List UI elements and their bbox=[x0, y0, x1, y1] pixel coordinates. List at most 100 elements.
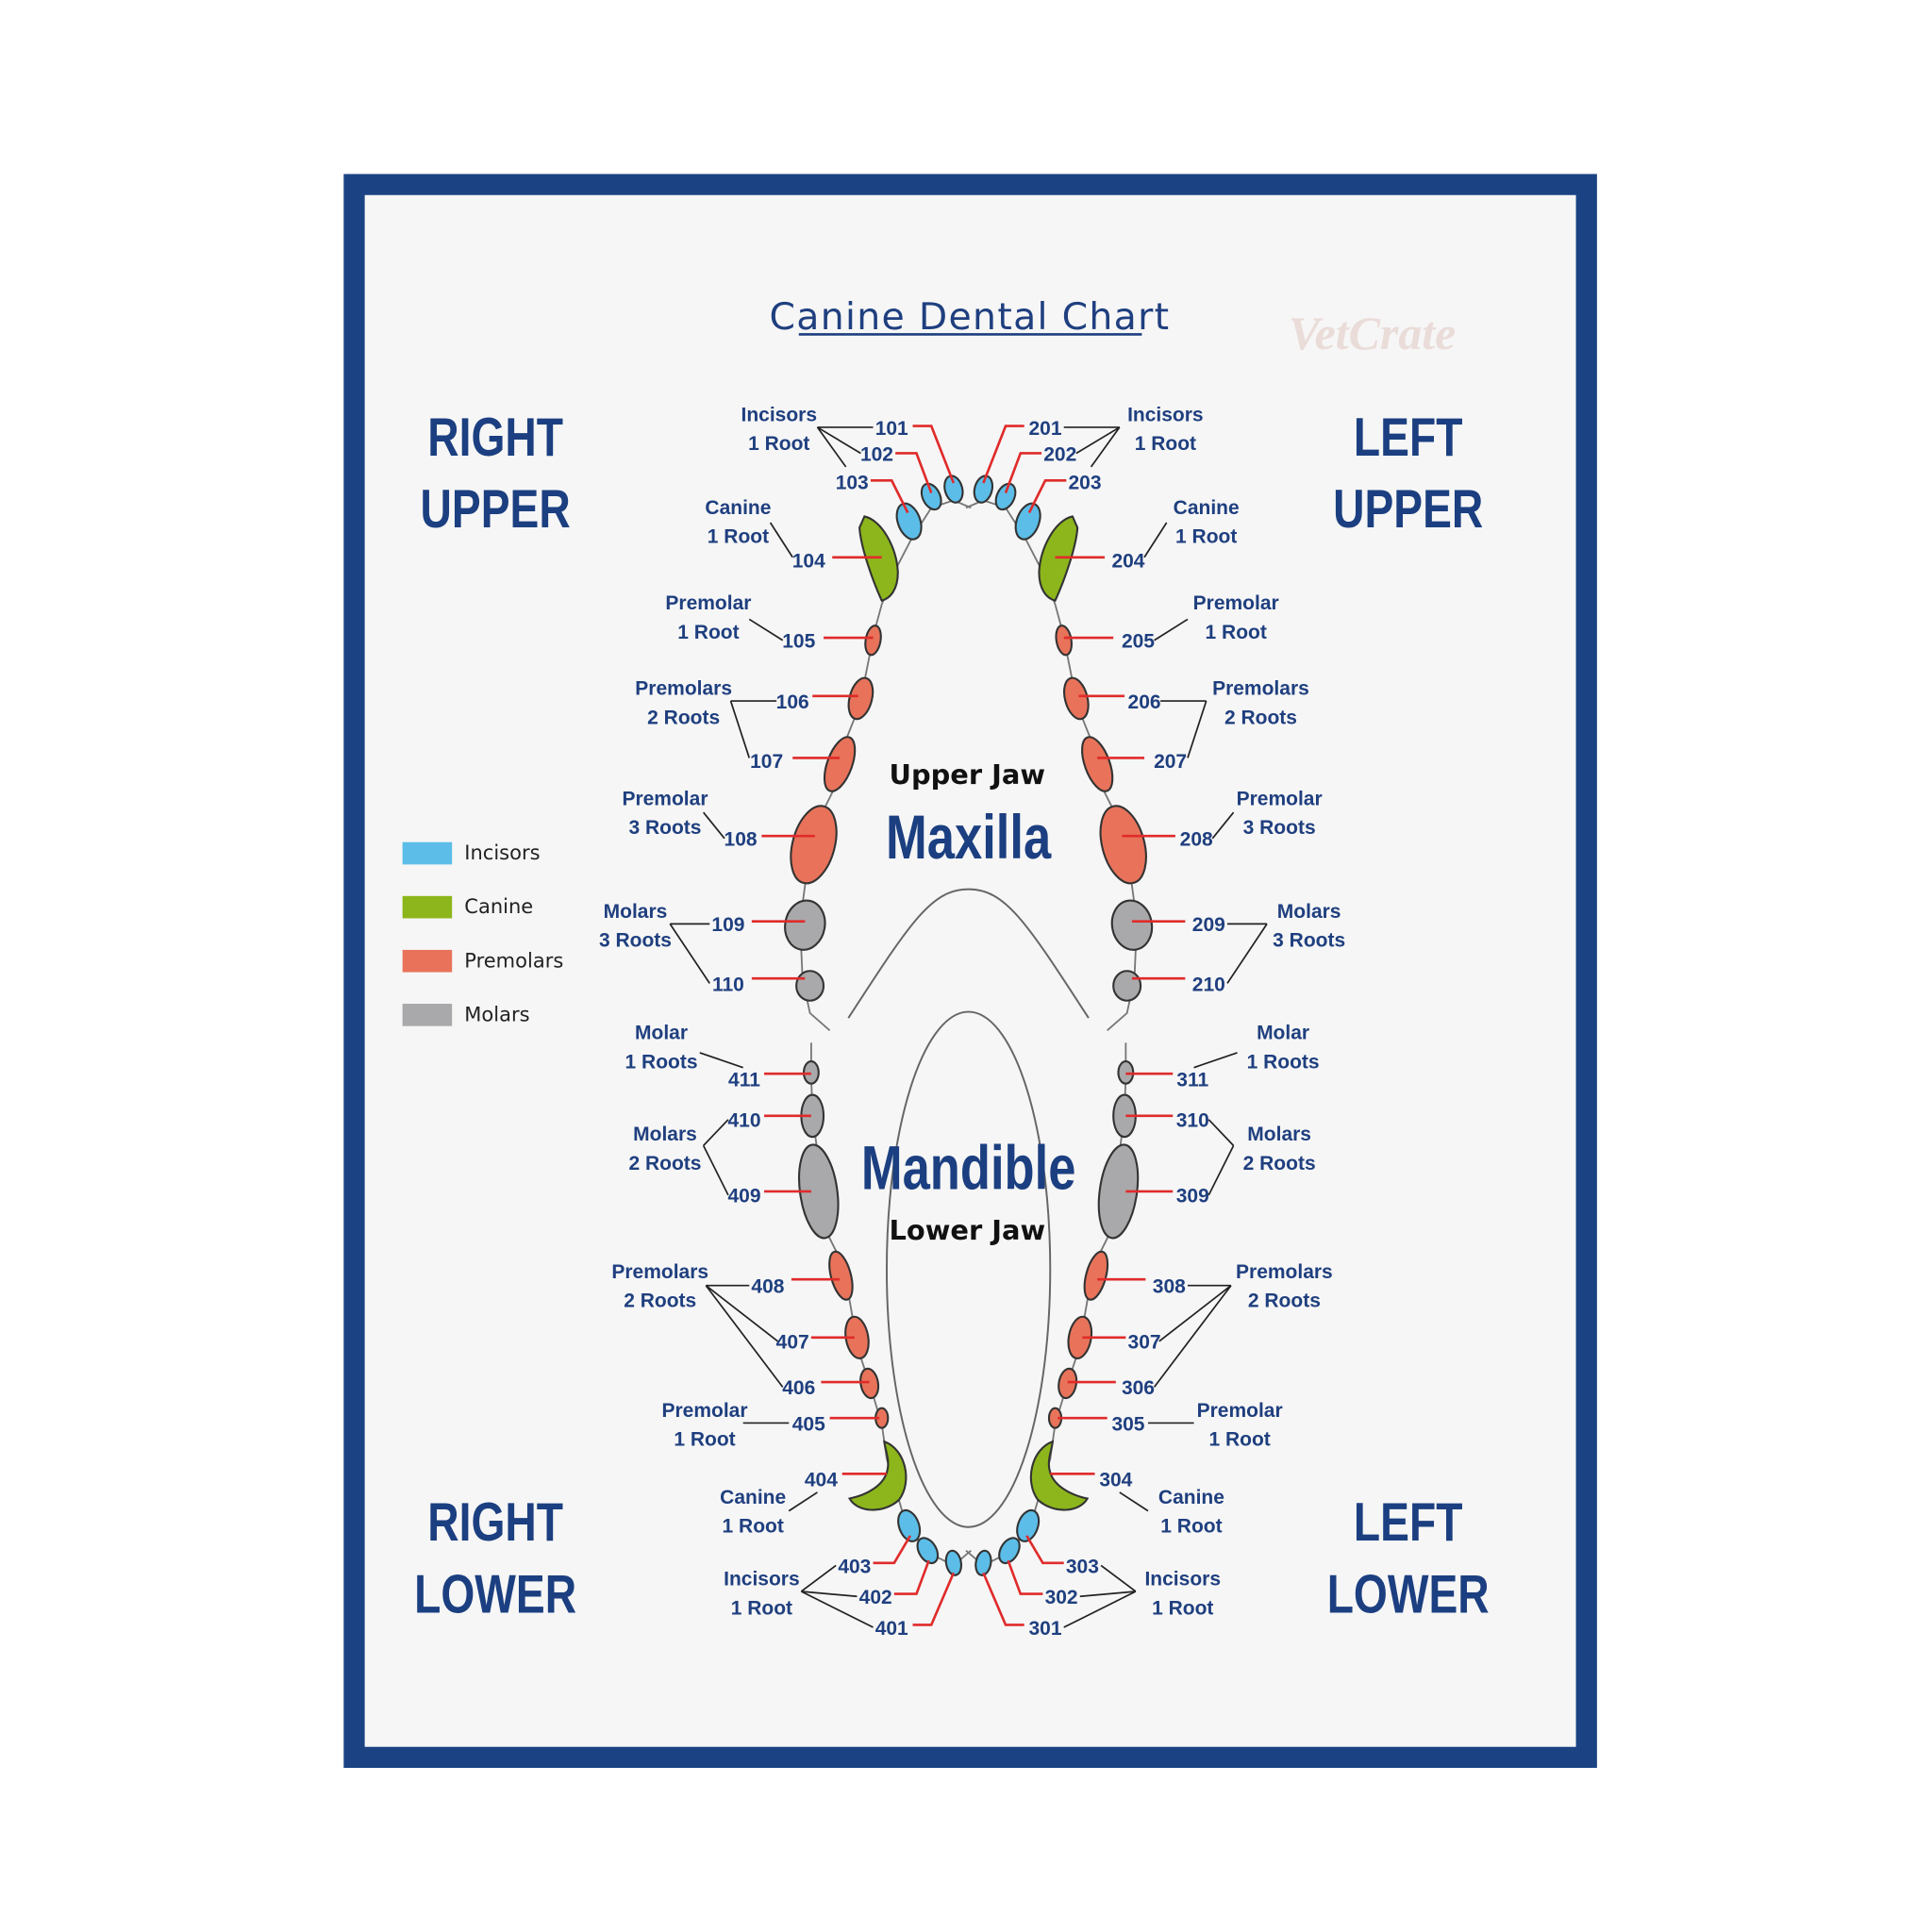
group-leaders bbox=[1154, 618, 1189, 641]
group-label-lower-right: Molars 2 Roots bbox=[628, 1119, 729, 1196]
group-label-line: 2 Roots bbox=[624, 1291, 696, 1312]
group-leaders bbox=[748, 618, 784, 641]
tooth-shape-group bbox=[895, 452, 942, 511]
group-label-upper-left: Incisors 1 Root bbox=[1063, 404, 1204, 468]
tooth-number: 405 bbox=[792, 1413, 825, 1435]
tooth-304: 304 bbox=[1029, 1440, 1133, 1511]
legend-swatch-canine bbox=[402, 895, 453, 919]
upper-jaw-label: Upper Jaw bbox=[890, 758, 1046, 791]
group-label-lower-left: Incisors 1 Root bbox=[1063, 1564, 1221, 1628]
group-label-line: Premolar bbox=[665, 592, 751, 614]
leader-line bbox=[1208, 1119, 1235, 1146]
tooth-104: 104 bbox=[792, 515, 899, 602]
tooth-shape-group bbox=[973, 425, 1024, 504]
tooth-408: 408 bbox=[751, 1250, 854, 1301]
tooth-shape-group bbox=[1062, 676, 1125, 721]
leader-line bbox=[1100, 1564, 1137, 1592]
leader-line bbox=[982, 1572, 1024, 1626]
leader-line bbox=[1027, 479, 1067, 514]
group-label-upper-right: Premolar 3 Roots bbox=[622, 788, 725, 840]
tooth-number: 110 bbox=[712, 974, 744, 995]
group-leaders bbox=[705, 1284, 784, 1388]
group-label-line: 1 Root bbox=[748, 433, 809, 455]
tooth-109: 109 bbox=[711, 899, 826, 951]
tooth-number: 401 bbox=[875, 1618, 908, 1640]
tooth-number: 411 bbox=[728, 1069, 760, 1091]
tooth-307: 307 bbox=[1067, 1315, 1161, 1359]
leader-line bbox=[705, 1285, 784, 1388]
group-label-lower-left: Premolars 2 Roots bbox=[1153, 1261, 1333, 1388]
group-leaders bbox=[1193, 1052, 1238, 1069]
quadrant-label-line: UPPER bbox=[421, 479, 571, 540]
tooth-208: 208 bbox=[1099, 805, 1213, 885]
leader-line bbox=[1154, 618, 1189, 641]
tooth-number: 311 bbox=[1176, 1069, 1208, 1091]
quadrant-label-line: UPPER bbox=[1333, 479, 1483, 540]
quadrant-label-line: LEFT bbox=[1354, 408, 1463, 468]
tooth-shape-group bbox=[873, 1508, 922, 1565]
group-label-line: 3 Roots bbox=[628, 817, 701, 839]
tooth-number: 205 bbox=[1122, 631, 1155, 653]
quadrant-label-line: RIGHT bbox=[427, 1492, 563, 1553]
quadrant-right-upper: RIGHT UPPER bbox=[421, 408, 571, 540]
group-label-line: Incisors bbox=[1144, 1568, 1221, 1590]
group-label-line: Premolar bbox=[661, 1400, 747, 1422]
group-label-upper-left: Premolars 2 Roots bbox=[1160, 677, 1309, 758]
leader-line bbox=[748, 618, 784, 641]
tooth-201: 201 bbox=[973, 418, 1062, 504]
teeth: 101 102 103 104 105 106 107 108 109 110 201 202 203 2… bbox=[711, 418, 1224, 1640]
group-label-line: 1 Root bbox=[674, 1429, 735, 1451]
tooth-number: 406 bbox=[782, 1377, 815, 1399]
group-leaders bbox=[1143, 522, 1168, 558]
leader-line bbox=[1025, 1535, 1064, 1565]
tooth-number: 206 bbox=[1128, 691, 1161, 713]
tooth-108: 108 bbox=[724, 805, 838, 885]
leader-line bbox=[669, 923, 710, 984]
tooth-shape-group bbox=[791, 1250, 854, 1301]
tooth-number: 307 bbox=[1128, 1332, 1161, 1354]
tooth-number: 306 bbox=[1122, 1377, 1155, 1399]
group-label-upper-left: Canine 1 Root bbox=[1143, 497, 1240, 558]
group-label-line: 1 Root bbox=[1135, 433, 1196, 455]
group-leaders bbox=[1211, 811, 1235, 840]
group-leaders bbox=[1153, 1284, 1232, 1388]
group-label-line: 3 Roots bbox=[1243, 817, 1316, 839]
tooth-309: 309 bbox=[1097, 1143, 1209, 1240]
palate-curve bbox=[847, 888, 1090, 1019]
group-label-lower-right: Molar 1 Roots bbox=[625, 1022, 743, 1073]
quadrant-left-upper: LEFT UPPER bbox=[1333, 408, 1483, 540]
premolars-tooth-shape bbox=[1067, 1315, 1093, 1359]
incisors-tooth-shape bbox=[897, 1508, 922, 1542]
incisors-tooth-shape bbox=[1016, 1508, 1041, 1542]
leader-line bbox=[699, 1052, 743, 1069]
chart-title: Canine Dental Chart bbox=[769, 295, 1170, 339]
tooth-shape-group bbox=[998, 1537, 1043, 1595]
molars-tooth-shape bbox=[795, 970, 825, 1002]
group-label-line: 1 Roots bbox=[625, 1051, 698, 1073]
leader-line bbox=[1158, 1285, 1232, 1342]
group-leaders bbox=[1063, 1564, 1137, 1628]
group-label-line: 1 Root bbox=[1208, 1429, 1270, 1451]
tooth-210: 210 bbox=[1112, 970, 1225, 1002]
premolars-tooth-shape bbox=[790, 805, 838, 885]
lower-jaw-label: Lower Jaw bbox=[889, 1214, 1045, 1246]
group-label-lower-right: Incisors 1 Root bbox=[724, 1564, 874, 1628]
quadrant-right-lower: RIGHT LOWER bbox=[414, 1492, 576, 1624]
tooth-106: 106 bbox=[776, 676, 874, 721]
group-label-upper-right: Canine 1 Root bbox=[705, 497, 793, 558]
tooth-401: 401 bbox=[875, 1549, 963, 1640]
leader-line bbox=[703, 811, 725, 840]
tooth-shape-group bbox=[1112, 970, 1186, 1002]
tooth-shape-group bbox=[1055, 625, 1114, 657]
tooth-203: 203 bbox=[1014, 473, 1102, 541]
leader-line bbox=[912, 425, 956, 484]
legend-swatch-premolars bbox=[402, 949, 453, 973]
tooth-number: 309 bbox=[1176, 1186, 1209, 1208]
leader-line bbox=[912, 1572, 956, 1626]
tooth-205: 205 bbox=[1055, 625, 1155, 657]
tongue-outline bbox=[885, 1010, 1052, 1528]
tooth-shape-group bbox=[751, 899, 826, 951]
group-label-line: Premolar bbox=[1197, 1400, 1283, 1422]
group-leaders bbox=[703, 811, 725, 840]
leader-line bbox=[982, 425, 1024, 484]
